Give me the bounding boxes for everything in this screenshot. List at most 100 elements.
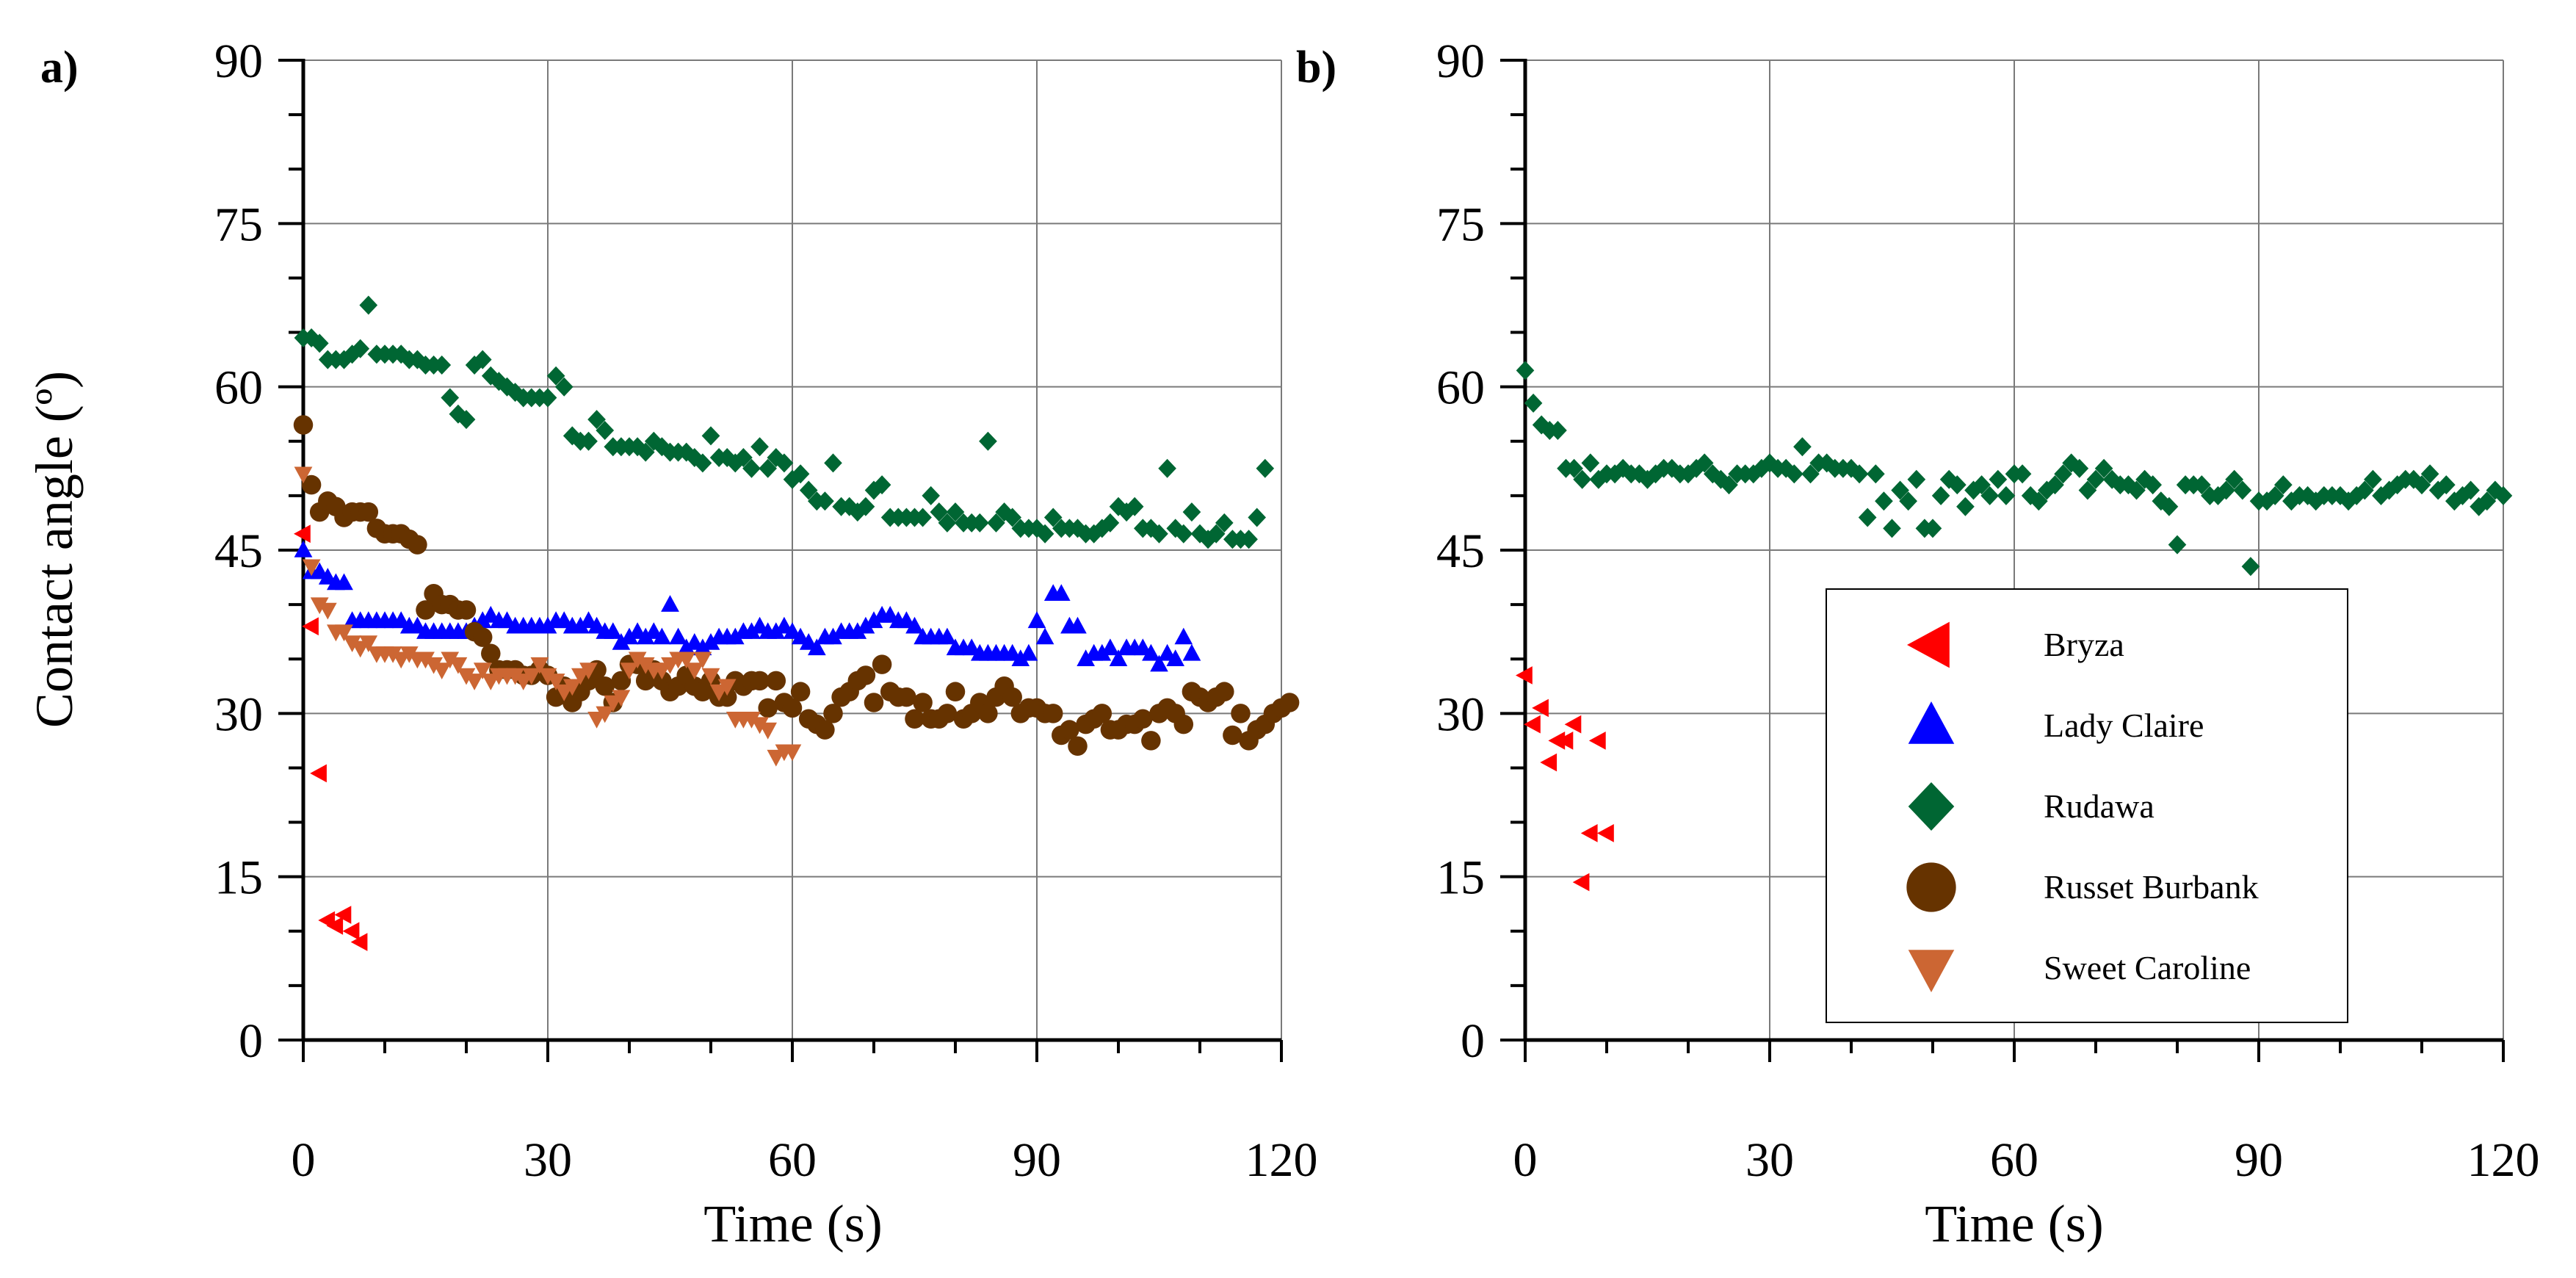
panel-a-rudawa-point-1 xyxy=(302,328,321,347)
panel-a-sweet-caroline-point-31 xyxy=(546,674,565,690)
panel-b-rudawa-point-88 xyxy=(2233,480,2252,500)
panel-b-rudawa-point-75 xyxy=(2127,480,2146,500)
panel-a-rudawa-point-92 xyxy=(1043,508,1063,527)
panel-b-rudawa-point-70 xyxy=(2086,469,2105,489)
panel-a-russet-burbank-point-74 xyxy=(897,687,916,707)
legend-marker-sweet-caroline xyxy=(1908,950,1955,992)
panel-a-lady-claire-point-5 xyxy=(335,573,353,591)
panel-b-rudawa-point-104 xyxy=(2364,469,2382,489)
panel-a-rudawa-point-80 xyxy=(946,502,965,522)
panel-a-rudawa-point-87 xyxy=(1003,508,1021,527)
panel-a-rudawa-point-26 xyxy=(506,383,524,402)
panel-a-lady-claire-point-34 xyxy=(571,616,590,634)
panel-a-rudawa-point-69 xyxy=(856,497,875,516)
panel-a-rudawa-point-77 xyxy=(922,485,940,505)
panel-a-rudawa-point-83 xyxy=(971,513,989,532)
panel-b-rudawa-point-47 xyxy=(1899,491,1917,511)
panel-a-rudawa-point-6 xyxy=(343,344,361,364)
panel-b-x-tick-label-120: 120 xyxy=(2467,1133,2540,1187)
panel-b-rudawa-point-63 xyxy=(2030,491,2048,511)
panel-b-rudawa-point-109 xyxy=(2404,469,2423,489)
panel-a-rudawa-point-116 xyxy=(1240,530,1258,549)
panel-a-rudawa-point-32 xyxy=(554,377,574,397)
panel-a-lady-claire-point-38 xyxy=(604,622,623,639)
panel-b-rudawa-point-77 xyxy=(2143,475,2162,495)
panel-a-lady-claire-point-0 xyxy=(294,541,313,557)
panel-b-rudawa-point-4 xyxy=(1549,421,1567,440)
panel-b-rudawa-point-71 xyxy=(2094,458,2113,478)
panel-a-sweet-caroline-point-40 xyxy=(620,663,639,679)
panel-a-lady-claire-point-63 xyxy=(808,638,826,656)
panel-b-bryza-point-9 xyxy=(1588,732,1606,750)
panel-a-x-tick-label-90: 90 xyxy=(1013,1133,1061,1187)
panel-a-russet-burbank-point-14 xyxy=(408,535,427,555)
panel-a-lady-claire-point-98 xyxy=(1093,643,1112,661)
panel-a-rudawa-point-117 xyxy=(1248,508,1266,527)
panel-b-rudawa-point-120 xyxy=(2494,485,2513,505)
panel-a-russet-burbank-point-65 xyxy=(823,704,843,723)
panel-a-lady-claire-point-95 xyxy=(1068,616,1087,634)
panel-a-rudawa-point-21 xyxy=(465,355,484,375)
panel-b-rudawa-point-24 xyxy=(1712,469,1730,489)
panel-a-sweet-caroline-point-19 xyxy=(449,657,468,674)
panel-a-russet-burbank-point-23 xyxy=(481,643,501,664)
panel-a-x-tick-label-60: 60 xyxy=(768,1133,817,1187)
panel-a-lady-claire-point-53 xyxy=(726,627,745,645)
panel-a-sweet-caroline-point-35 xyxy=(579,663,598,679)
panel-b-rudawa-point-41 xyxy=(1850,464,1869,484)
panel-a-russet-burbank-point-37 xyxy=(595,676,615,696)
panel-a-rudawa-point-57 xyxy=(759,458,777,478)
panel-a-sweet-caroline-point-15 xyxy=(416,651,435,669)
legend-label-lady-claire: Lady Claire xyxy=(2044,707,2204,744)
panel-b-rudawa-point-7 xyxy=(1573,469,1591,489)
panel-a-russet-burbank-point-115 xyxy=(1231,704,1251,723)
panel-a-rudawa-point-7 xyxy=(351,339,370,358)
panel-a-rudawa-point-71 xyxy=(872,475,891,495)
panel-b-rudawa-point-86 xyxy=(2217,480,2235,500)
panel-a-rudawa-point-61 xyxy=(791,464,810,484)
panel-a-rudawa-point-84 xyxy=(979,431,997,451)
panel-a-rudawa-point-85 xyxy=(987,513,1005,532)
panel-a-russet-burbank-point-94 xyxy=(1060,720,1079,740)
panel-b-rudawa-point-6 xyxy=(1565,458,1583,478)
panel-b-x-tick-label-30: 30 xyxy=(1745,1133,1794,1187)
panel-a-russet-burbank-point-58 xyxy=(766,671,786,691)
panel-b-rudawa-point-33 xyxy=(1785,464,1803,484)
panel-b-rudawa-point-1 xyxy=(1524,393,1543,413)
panel-a-rudawa-point-50 xyxy=(701,426,720,446)
panel-b-rudawa-point-8 xyxy=(1581,453,1600,473)
panel-b-x-tick-label-90: 90 xyxy=(2235,1133,2283,1187)
legend-marker-rudawa xyxy=(1908,782,1955,831)
panel-b-rudawa-point-68 xyxy=(2070,458,2089,478)
panel-a-rudawa-point-12 xyxy=(391,344,410,364)
panel-a-x-axis-label: Time (s) xyxy=(703,1194,882,1253)
panel-b-rudawa-point-61 xyxy=(2013,464,2032,484)
panel-b-rudawa-point-80 xyxy=(2168,535,2187,555)
panel-b-rudawa-point-93 xyxy=(2274,475,2293,495)
panel-b-rudawa-point-58 xyxy=(1989,469,2008,489)
panel-a-sweet-caroline-point-1 xyxy=(302,559,321,577)
panel-a-x-tick-label-120: 120 xyxy=(1245,1133,1318,1187)
panel-a-russet-burbank-point-113 xyxy=(1215,682,1234,701)
panel-a-sweet-caroline-point-33 xyxy=(562,679,582,696)
panel-a-rudawa-point-48 xyxy=(685,448,704,467)
panel-a-rudawa-point-79 xyxy=(938,513,957,532)
panel-a-russet-burbank-point-80 xyxy=(945,682,966,701)
panel-b-x-tick-label-0: 0 xyxy=(1513,1133,1538,1187)
panel-a-rudawa-point-52 xyxy=(717,448,737,467)
legend-marker-bryza xyxy=(1907,621,1950,668)
panel-a-rudawa-point-17 xyxy=(433,355,452,375)
panel-b-rudawa-point-110 xyxy=(2412,475,2431,495)
panel-b-rudawa-point-14 xyxy=(1630,464,1649,484)
panel-a-lady-claire-point-109 xyxy=(1182,643,1201,661)
panel-a: a) Contact angle (º) Time (s) 0 30 60 90 120… xyxy=(25,35,1318,1253)
panel-b-rudawa-point-96 xyxy=(2298,485,2317,505)
panel-a-sweet-caroline-point-48 xyxy=(685,663,704,679)
panel-a-rudawa-point-42 xyxy=(636,442,655,462)
panel-a-russet-burbank-point-121 xyxy=(1279,693,1300,712)
panel-a-sweet-caroline-point-26 xyxy=(506,668,524,685)
panel-a-sweet-caroline-point-42 xyxy=(636,657,655,674)
panel-a-russet-burbank-point-1 xyxy=(301,474,322,495)
panel-b-bryza-point-7 xyxy=(1572,873,1590,892)
